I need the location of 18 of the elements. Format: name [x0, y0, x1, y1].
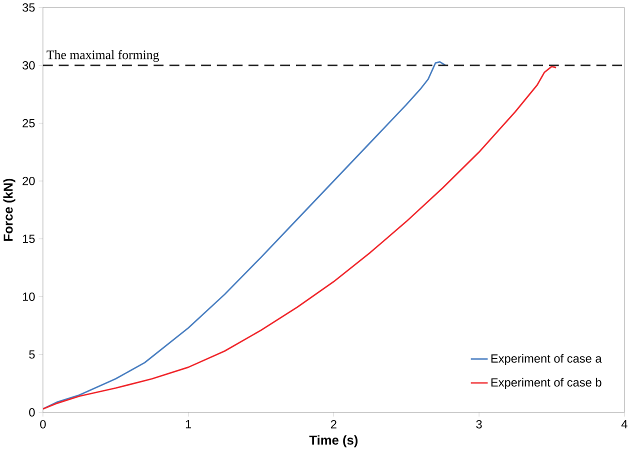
y-tick-label: 25	[22, 119, 35, 128]
x-tick-label: 0	[40, 420, 46, 429]
x-axis-title: Time (s)	[309, 435, 358, 448]
x-tick-label: 3	[476, 420, 482, 429]
y-tick-label: 20	[22, 177, 35, 186]
x-tick-label: 1	[186, 420, 192, 428]
y-tick-label: 15	[22, 234, 35, 244]
x-tick-label: 2	[330, 420, 336, 429]
y-axis-title: Force (kN)	[3, 179, 16, 242]
y-tick-label: 0	[29, 408, 35, 417]
y-tick-label: 10	[22, 292, 35, 302]
y-tick-label: 30	[22, 61, 35, 70]
x-tick-label: 4	[621, 420, 628, 428]
y-tick-label: 35	[22, 4, 35, 12]
legend-label: Experiment of case a	[491, 354, 602, 366]
ref-line-label: The maximal forming	[46, 50, 159, 62]
legend-label: Experiment of case b	[491, 378, 602, 390]
y-tick-label: 5	[29, 350, 35, 359]
